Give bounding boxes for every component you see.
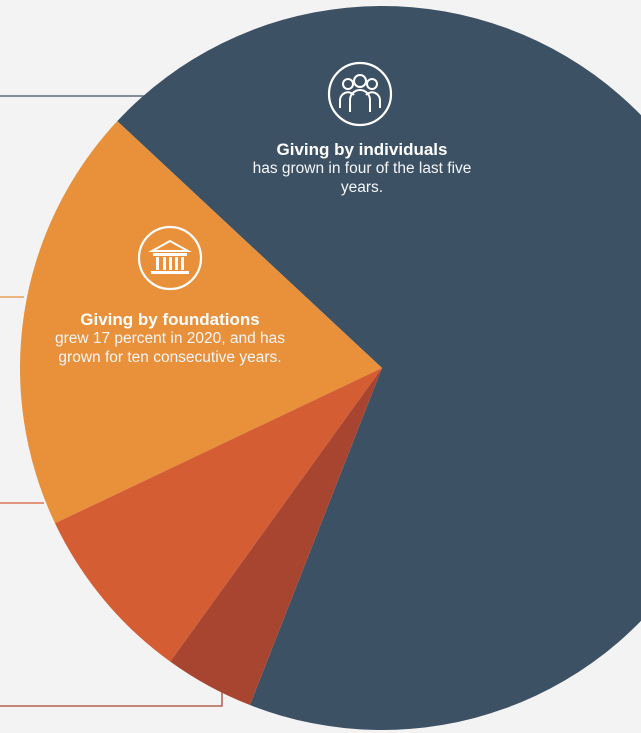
annotation-foundations: Giving by foundations grew 17 percent in…: [40, 310, 300, 368]
pie-slice-foundations: [20, 121, 383, 524]
annotation-individuals-headline: Giving by individuals: [276, 140, 448, 159]
pie-slice-other-1: [54, 368, 383, 662]
people-group-icon: [326, 60, 394, 128]
pie-slice-individuals: [117, 6, 641, 730]
annotation-individuals-body: has grown in four of the last five years…: [252, 160, 472, 196]
institution-building-icon: [136, 224, 204, 292]
pie-slices: [20, 6, 641, 730]
leader-lines: [0, 95, 223, 707]
leader-line-other-2: [0, 688, 223, 707]
pie-slice-other-2: [170, 368, 382, 706]
annotation-foundations-body: grew 17 percent in 2020, and has grown f…: [54, 330, 286, 366]
annotation-foundations-headline: Giving by foundations: [80, 310, 260, 329]
annotation-individuals: Giving by individuals has grown in four …: [232, 140, 492, 198]
